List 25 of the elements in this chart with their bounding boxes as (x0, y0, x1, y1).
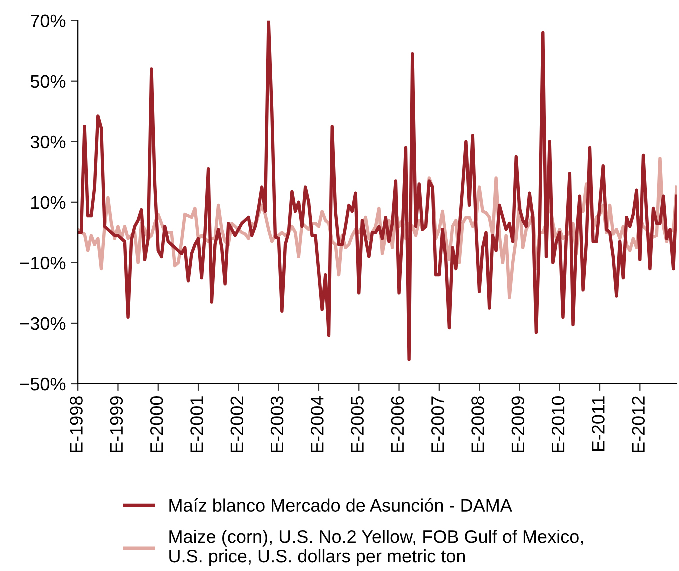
x-tick-label: E-2007 (431, 396, 444, 453)
y-tick-label: −50% (20, 378, 66, 391)
x-tick-label: E-2010 (552, 396, 565, 453)
legend-label: Maize (corn), U.S. No.2 Yellow, FOB Gulf of Mexico, U.S. price, U.S. dollars per metric ton (170, 530, 584, 566)
y-tick-label: 10% (32, 196, 66, 210)
x-tick-label: E-2005 (351, 396, 364, 453)
x-tick-label: E-2003 (270, 396, 284, 453)
x-tick-label: E-1998 (70, 396, 83, 453)
x-tick-label: E-2009 (512, 396, 525, 453)
y-tick-label: 70% (31, 14, 66, 28)
x-tick-label: E-2001 (190, 396, 204, 453)
x-tick-label: E-2011 (592, 396, 605, 452)
y-tick-label: −30% (20, 317, 66, 330)
y-tick-label: −10% (20, 256, 66, 270)
legend-label: Maíz blanco Mercado de Asunción - DAMA (170, 498, 512, 512)
x-tick-label: E-2004 (311, 396, 324, 453)
x-tick-label: E-2000 (150, 396, 164, 453)
x-tick-label: E-2008 (472, 396, 484, 453)
x-tick-label: E-2002 (230, 396, 244, 453)
x-tick-label: E-1999 (110, 396, 124, 453)
y-tick-label: 50% (30, 75, 66, 88)
line-series (78, 20, 677, 362)
y-tick-label: 30% (30, 136, 66, 149)
x-tick-label: E-2006 (391, 396, 404, 453)
x-tick-label: E-2012 (632, 396, 646, 453)
